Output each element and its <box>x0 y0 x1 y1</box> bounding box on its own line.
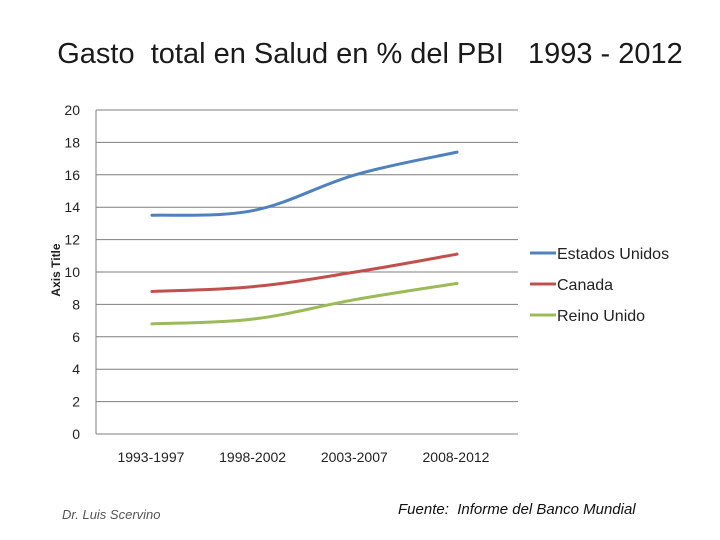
chart-title: Gasto total en Salud en % del PBI 1993 -… <box>57 38 683 70</box>
data-point-canada <box>455 252 459 256</box>
data-point-reino-unido <box>455 281 459 285</box>
y-axis-title: Axis Title <box>49 243 63 296</box>
data-point-reino-unido <box>150 322 154 326</box>
y-tick-label: 16 <box>64 167 80 183</box>
gridlines <box>95 109 518 435</box>
legend-label-canada: Canada <box>557 277 613 294</box>
x-tick-labels: 1993-1997 1998-2002 2003-2007 2008-2012 <box>117 449 489 465</box>
series-line-reino-unido <box>151 281 458 326</box>
y-tick-labels: 0 2 4 6 8 10 12 14 16 18 20 <box>64 102 80 442</box>
series-line-estados-unidos <box>151 150 458 217</box>
y-tick-label: 18 <box>64 134 80 150</box>
data-point-estados-unidos <box>252 208 256 212</box>
series-line-canada <box>151 252 458 293</box>
data-point-canada <box>252 285 256 289</box>
data-point-estados-unidos <box>353 173 357 177</box>
legend: Estados Unidos Canada Reino Unido <box>530 246 669 325</box>
data-point-canada <box>353 270 357 274</box>
y-tick-label: 20 <box>64 102 80 118</box>
x-tick-label: 1998-2002 <box>219 449 286 465</box>
data-point-estados-unidos <box>455 150 459 154</box>
series-lines <box>150 150 459 326</box>
data-point-estados-unidos <box>150 213 154 217</box>
x-tick-label: 2008-2012 <box>423 449 490 465</box>
y-tick-label: 2 <box>72 394 80 410</box>
y-tick-label: 14 <box>64 199 80 215</box>
legend-label-reino-unido: Reino Unido <box>557 308 645 325</box>
y-tick-label: 12 <box>64 232 80 248</box>
data-point-reino-unido <box>353 298 357 302</box>
x-tick-label: 1993-1997 <box>117 449 184 465</box>
y-tick-label: 4 <box>72 361 80 377</box>
legend-label-estados-unidos: Estados Unidos <box>557 246 669 263</box>
y-tick-label: 6 <box>72 329 80 345</box>
data-point-reino-unido <box>252 317 256 321</box>
data-point-canada <box>150 289 154 293</box>
x-tick-label: 2003-2007 <box>321 449 388 465</box>
source-note: Fuente: Informe del Banco Mundial <box>398 501 636 518</box>
y-tick-label: 0 <box>72 426 80 442</box>
author-credit: Dr. Luis Scervino <box>62 507 161 522</box>
y-tick-label: 8 <box>72 296 80 312</box>
y-tick-label: 10 <box>64 264 80 280</box>
